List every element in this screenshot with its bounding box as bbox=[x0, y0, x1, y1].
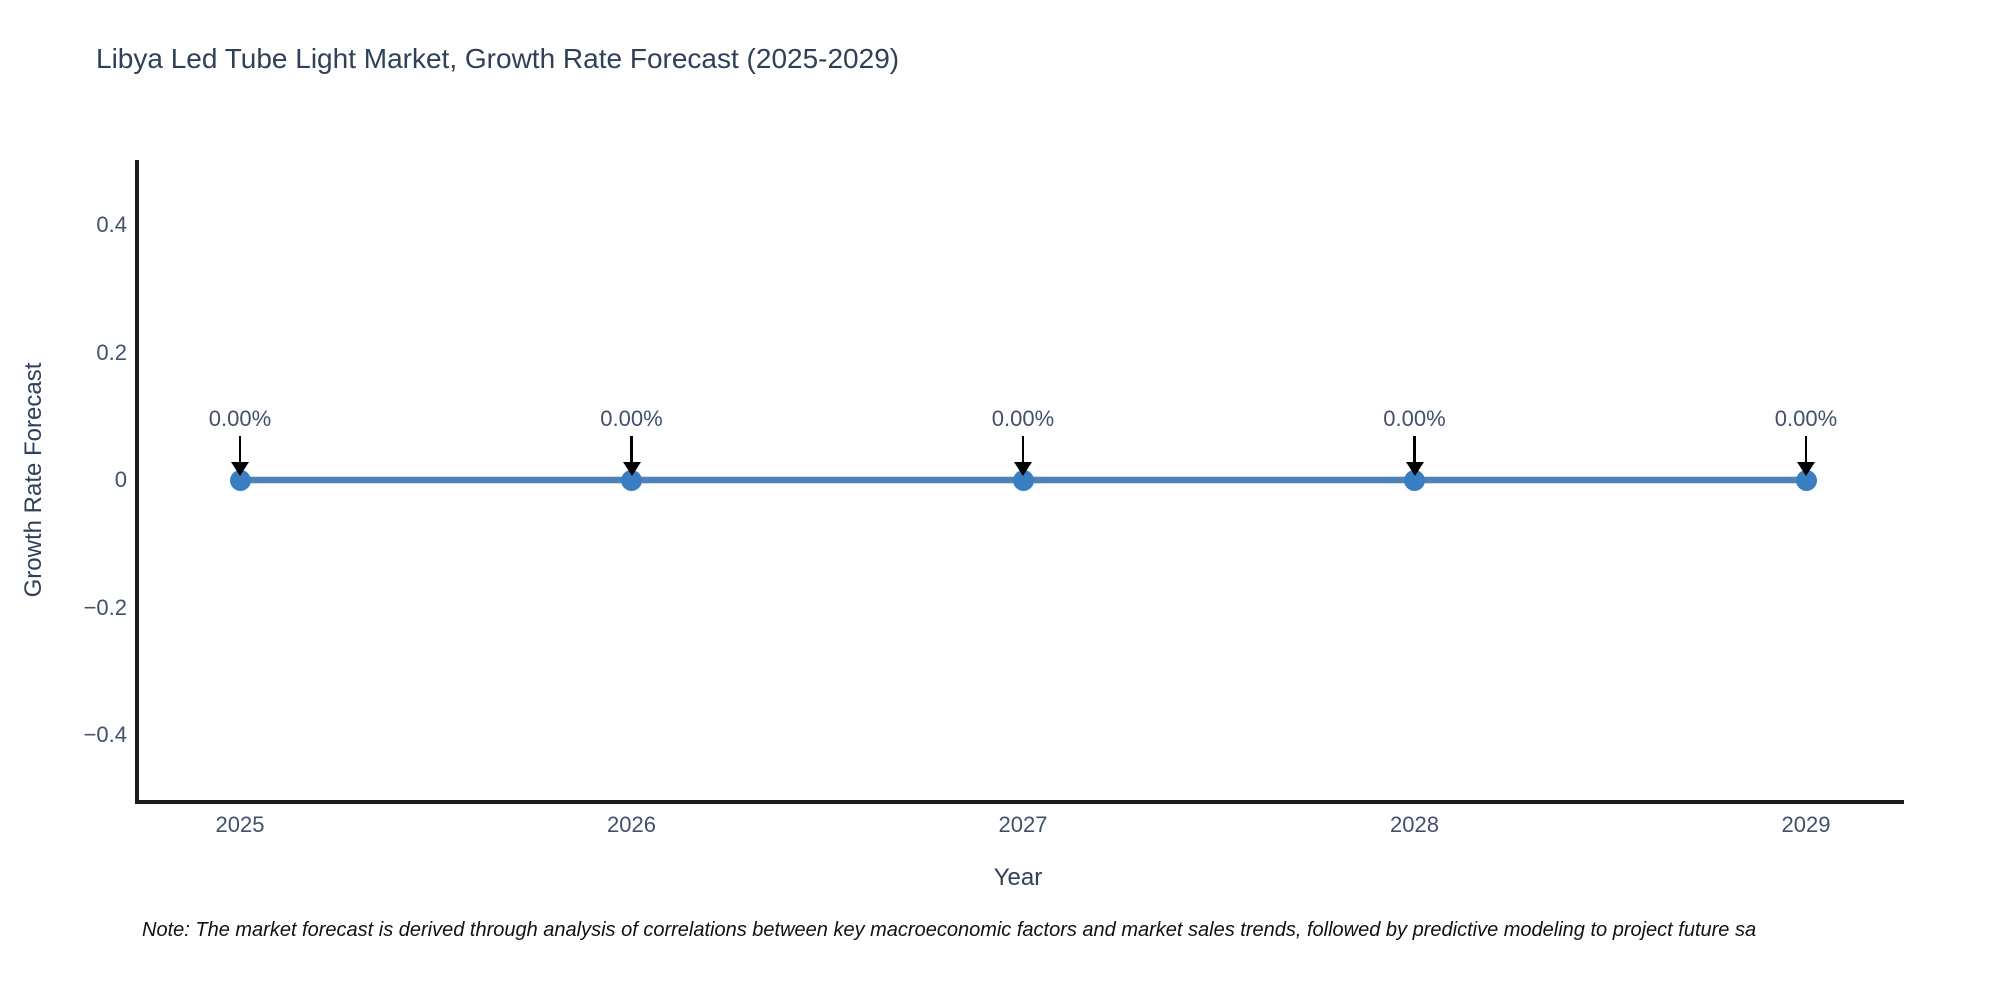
y-tick-label: 0.4 bbox=[96, 212, 127, 237]
plot-area bbox=[135, 160, 1904, 804]
annotation-arrow-shaft bbox=[630, 436, 633, 464]
y-tick-label: 0.2 bbox=[96, 339, 127, 365]
data-point-label: 0.00% bbox=[1383, 406, 1446, 431]
x-tick-label: 2029 bbox=[1781, 812, 1831, 837]
x-tick-label: 2028 bbox=[1390, 812, 1439, 837]
y-tick-label: 0 bbox=[114, 467, 127, 492]
data-point-label: 0.00% bbox=[991, 406, 1055, 431]
annotation-arrow-head bbox=[622, 462, 641, 476]
x-axis-label: Year bbox=[993, 864, 1043, 891]
annotation-arrow-shaft bbox=[1021, 436, 1025, 464]
x-tick-label: 2026 bbox=[607, 812, 656, 837]
footnote: Note: The market forecast is derived thr… bbox=[142, 919, 1757, 941]
chart-title: Libya Led Tube Light Market, Growth Rate… bbox=[96, 43, 900, 74]
annotation-arrow-shaft bbox=[1413, 436, 1416, 464]
annotation-arrow-shaft bbox=[238, 436, 242, 464]
data-point-label: 0.00% bbox=[1774, 406, 1838, 431]
data-point-label: 0.00% bbox=[208, 406, 272, 431]
y-tick-label: −0.2 bbox=[83, 594, 127, 620]
annotation-arrow-shaft bbox=[1804, 436, 1808, 464]
data-point-label: 0.00% bbox=[600, 406, 663, 431]
x-tick-label: 2025 bbox=[215, 812, 265, 837]
y-tick-label: −0.4 bbox=[83, 722, 127, 747]
annotation-arrow-head bbox=[231, 462, 249, 476]
annotation-arrow-head bbox=[1797, 462, 1815, 476]
annotation-arrow-head bbox=[1014, 462, 1032, 476]
annotation-arrow-head bbox=[1405, 462, 1424, 476]
x-tick-label: 2027 bbox=[998, 812, 1048, 837]
